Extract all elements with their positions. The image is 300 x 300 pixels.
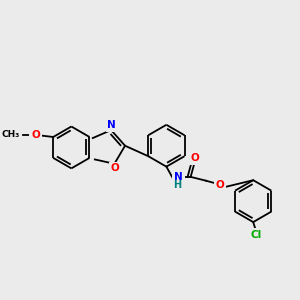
Text: Cl: Cl <box>250 230 262 240</box>
Text: N: N <box>174 172 183 182</box>
Text: O: O <box>111 164 119 173</box>
Text: CH₃: CH₃ <box>2 130 20 140</box>
Text: H: H <box>173 180 181 190</box>
Text: O: O <box>216 179 224 190</box>
Text: O: O <box>31 130 40 140</box>
Text: O: O <box>190 153 199 163</box>
Text: N: N <box>107 121 116 130</box>
